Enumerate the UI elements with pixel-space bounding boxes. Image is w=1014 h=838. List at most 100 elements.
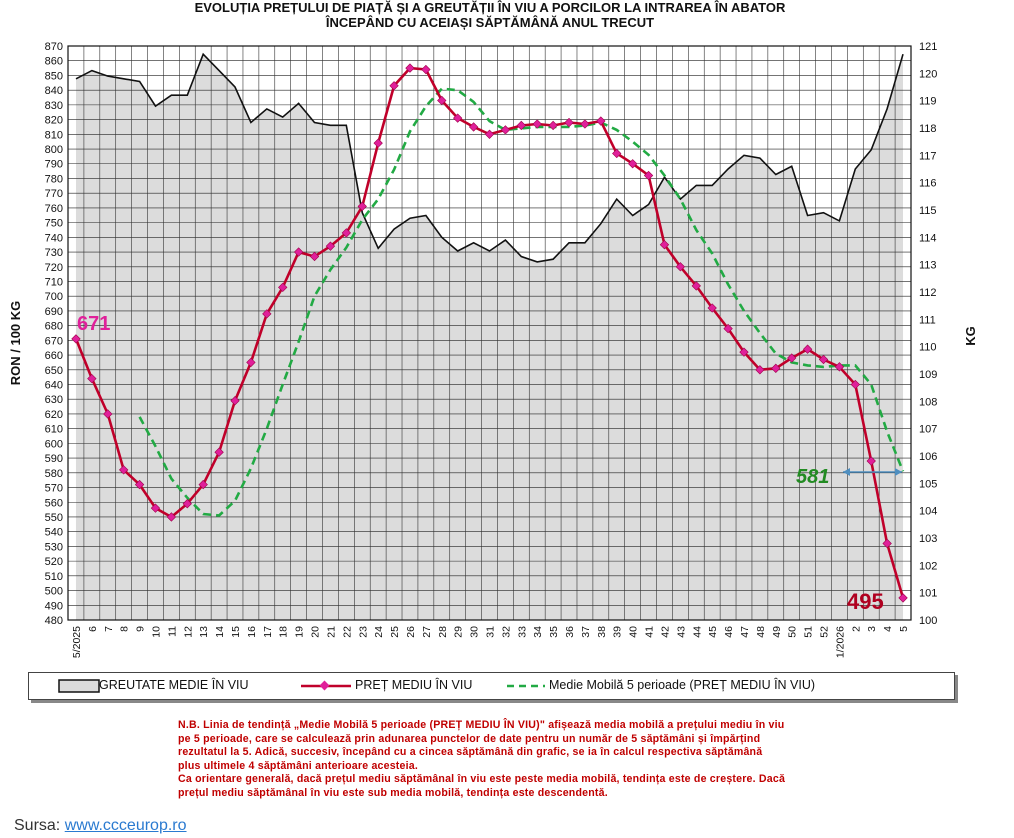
x-tick-label: 37 <box>580 626 592 638</box>
y-tick-label: 740 <box>45 232 63 244</box>
y-tick-label: 640 <box>45 380 63 392</box>
price-point <box>771 363 781 373</box>
price-point <box>532 119 542 129</box>
price-point <box>119 465 129 475</box>
x-tick-label: 36 <box>564 626 576 638</box>
y-axis-label: RON / 100 KG <box>8 301 23 386</box>
y2-tick-label: 116 <box>919 178 937 190</box>
x-tick-label: 18 <box>278 626 290 638</box>
x-tick-label: 49 <box>771 626 783 638</box>
x-tick-label: 17 <box>262 626 274 638</box>
y-tick-label: 500 <box>45 586 63 598</box>
price-point <box>580 119 590 129</box>
y2-tick-label: 104 <box>919 506 937 518</box>
y-tick-label: 600 <box>45 438 63 450</box>
y2-tick-label: 107 <box>919 424 937 436</box>
x-tick-label: 12 <box>182 626 194 638</box>
price-point <box>802 344 813 354</box>
x-tick-label: 7 <box>103 626 115 632</box>
source-link[interactable]: www.ccceurop.ro <box>64 817 187 834</box>
price-point <box>516 120 526 131</box>
y-tick-label: 760 <box>45 203 63 215</box>
y2-tick-label: 103 <box>919 533 937 545</box>
y-tick-label: 480 <box>45 615 63 627</box>
y2-tick-label: 121 <box>919 41 937 53</box>
y-tick-label: 670 <box>45 335 63 347</box>
x-tick-label: 5/2025 <box>71 626 83 658</box>
x-tick-label: 32 <box>500 626 512 638</box>
x-tick-label: 33 <box>516 626 528 638</box>
y2-tick-label: 111 <box>919 314 936 326</box>
y-tick-label: 820 <box>45 115 63 127</box>
chart-canvas: 4804905005105205305405505605705805906006… <box>8 41 978 658</box>
y-tick-label: 630 <box>45 394 63 406</box>
price-point <box>739 347 749 357</box>
y-tick-label: 650 <box>45 365 63 377</box>
price-point <box>564 117 574 128</box>
y-tick-label: 620 <box>45 409 63 421</box>
y-tick-label: 730 <box>45 247 63 259</box>
price-point <box>373 138 383 148</box>
note-text: N.B. Linia de tendință „Medie Mobilă 5 p… <box>178 719 1006 800</box>
y-tick-label: 520 <box>45 556 63 568</box>
price-point <box>882 538 892 549</box>
price-point <box>246 357 256 368</box>
x-tick-label: 15 <box>230 626 242 638</box>
x-tick-label: 28 <box>437 626 449 638</box>
y-tick-label: 660 <box>45 350 63 362</box>
source-line: Sursa: www.ccceurop.ro <box>14 817 187 835</box>
price-point <box>357 201 367 212</box>
price-point <box>500 125 511 135</box>
y-tick-label: 810 <box>45 129 63 141</box>
x-tick-label: 1/2026 <box>834 626 846 658</box>
x-tick-label: 2 <box>850 626 862 632</box>
y-tick-label: 610 <box>45 424 63 436</box>
note-line: prețul mediu săptămânal în viu este sub … <box>178 786 608 799</box>
x-tick-label: 4 <box>882 626 894 632</box>
x-tick-label: 34 <box>532 626 544 638</box>
price-point <box>437 95 447 106</box>
y-tick-label: 750 <box>45 218 63 230</box>
x-tick-label: 14 <box>214 626 226 638</box>
x-tick-label: 10 <box>150 626 162 638</box>
price-point <box>787 353 797 363</box>
x-tick-label: 42 <box>659 626 671 638</box>
x-tick-label: 9 <box>135 626 147 632</box>
chart-title: EVOLUȚIA PREȚULUI DE PIAȚĂ ȘI A GREUTĂȚI… <box>0 0 980 30</box>
y-tick-label: 540 <box>45 527 63 539</box>
note-line: rezultatul la 5. Adică, succesiv, începâ… <box>178 746 763 758</box>
y2-tick-label: 113 <box>919 260 937 272</box>
x-tick-label: 3 <box>866 626 878 632</box>
weight-line <box>75 52 904 263</box>
y-tick-label: 830 <box>45 100 63 112</box>
price-point <box>627 159 638 169</box>
x-tick-label: 45 <box>707 626 719 638</box>
x-tick-label: 29 <box>453 626 465 638</box>
legend-label-moving-average: Medie Mobilă 5 perioade (PREȚ MEDIU ÎN V… <box>549 678 816 692</box>
y2-tick-label: 117 <box>919 150 937 162</box>
price-point <box>421 64 431 75</box>
y-tick-label: 790 <box>45 159 63 171</box>
price-point <box>87 373 97 384</box>
x-tick-label: 48 <box>755 626 767 638</box>
price-point <box>596 116 606 126</box>
x-tick-label: 43 <box>675 626 687 638</box>
x-tick-label: 11 <box>166 626 178 637</box>
y2-tick-label: 114 <box>919 232 937 244</box>
y-tick-label: 700 <box>45 291 63 303</box>
price-point <box>818 354 829 365</box>
price-point <box>278 282 288 293</box>
title-line-1: EVOLUȚIA PREȚULUI DE PIAȚĂ ȘI A GREUTĂȚI… <box>194 0 786 15</box>
y-tick-label: 860 <box>45 56 63 68</box>
x-tick-label: 38 <box>596 626 608 638</box>
y-tick-label: 530 <box>45 541 63 553</box>
price-point <box>468 122 479 132</box>
price-point <box>612 148 622 159</box>
price-point <box>341 228 352 238</box>
x-tick-label: 23 <box>357 626 369 638</box>
y-tick-label: 590 <box>45 453 63 465</box>
price-point <box>134 479 145 490</box>
x-tick-label: 21 <box>325 626 337 638</box>
y-tick-label: 710 <box>45 276 63 288</box>
price-point <box>691 281 701 291</box>
